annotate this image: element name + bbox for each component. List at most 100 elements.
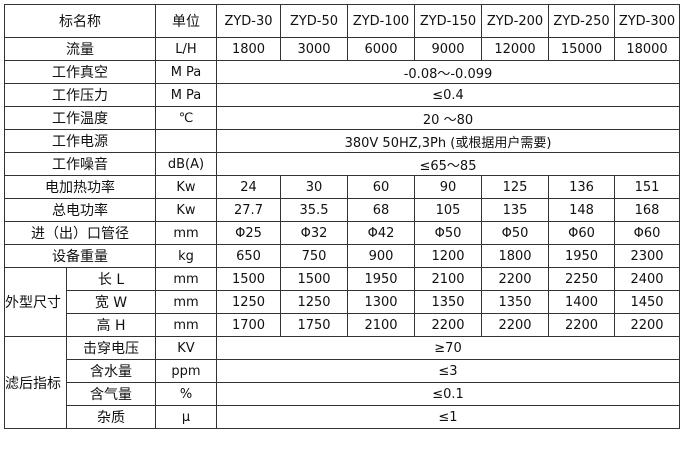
row-span-value: ≤0.4 [216, 83, 680, 107]
row-unit: dB(A) [155, 152, 217, 176]
row-value: 2250 [548, 267, 615, 291]
row-value: 136 [548, 175, 615, 199]
row-span-value: -0.08～-0.099 [216, 60, 680, 84]
header-row: 标名称 单位 ZYD-30 ZYD-50 ZYD-100 ZYD-150 ZYD-200 ZY… [4, 4, 680, 38]
row-value: 1350 [481, 290, 549, 314]
row-value: Φ50 [481, 221, 549, 245]
row-value: 1400 [548, 290, 615, 314]
row-value: 90 [414, 175, 482, 199]
row-value: 18000 [614, 37, 680, 61]
row-name: 流量 [4, 37, 156, 61]
row-value: 135 [481, 198, 549, 222]
row-name: 设备重量 [4, 244, 156, 268]
table-row: 工作电源 380V 50HZ,3Ph (或根据用户需要) [4, 129, 680, 153]
table-row: 进（出）口管径 mm Φ25 Φ32 Φ42 Φ50 Φ50 Φ60 Φ60 [4, 221, 680, 245]
table-row: 滤后指标 击穿电压 KV ≥70 [4, 336, 680, 429]
row-value: 900 [347, 244, 415, 268]
row-name: 工作真空 [4, 60, 156, 84]
row-value: Φ32 [280, 221, 348, 245]
row-unit: kg [155, 244, 217, 268]
row-unit: mm [155, 221, 217, 245]
row-value: 1250 [216, 290, 281, 314]
table-row: 总电功率 Kw 27.7 35.5 68 105 135 148 168 [4, 198, 680, 222]
row-value: 2200 [481, 313, 549, 337]
row-value: 2100 [347, 313, 415, 337]
model-header: ZYD-300 [614, 4, 680, 38]
row-value: 1800 [216, 37, 281, 61]
table-row: 流量 L/H 1800 3000 6000 9000 12000 15000 18000 [4, 37, 680, 61]
row-name: 总电功率 [4, 198, 156, 222]
row-value: 151 [614, 175, 680, 199]
row-unit: μ [155, 405, 217, 429]
row-value: 2400 [614, 267, 680, 291]
row-unit: mm [155, 290, 217, 314]
row-value: 1500 [280, 267, 348, 291]
table-row: 含气量% ≤0.1 [5, 382, 680, 406]
row-span-value: ≤3 [216, 359, 680, 383]
row-unit [155, 129, 217, 153]
table-row: 含水量 ppm ≤3 [5, 359, 680, 383]
row-value: 1200 [414, 244, 482, 268]
row-value: 2200 [548, 313, 615, 337]
dimensions-group-label: 外型尺寸 [4, 267, 67, 337]
row-unit: Kw [155, 175, 217, 199]
row-name: 宽 W [66, 290, 156, 314]
row-value: 1700 [216, 313, 281, 337]
table-row: 工作压力 M Pa ≤0.4 [4, 83, 680, 107]
row-unit: L/H [155, 37, 217, 61]
row-value: 1750 [280, 313, 348, 337]
row-name: 工作电源 [4, 129, 156, 153]
table-row: 电加热功率 Kw 24 30 60 90 125 136 151 [4, 175, 680, 199]
row-unit: KV [155, 336, 217, 360]
row-value: 1800 [481, 244, 549, 268]
row-unit: ppm [155, 359, 217, 383]
row-name: 进（出）口管径 [4, 221, 156, 245]
row-value: 2200 [481, 267, 549, 291]
model-header: ZYD-250 [548, 4, 615, 38]
row-value: 6000 [347, 37, 415, 61]
table-row: 杂质 μ ≤1 [5, 405, 680, 429]
row-value: Φ60 [548, 221, 615, 245]
row-value: 750 [280, 244, 348, 268]
table-row: 工作真空 M Pa -0.08～-0.099 [4, 60, 680, 84]
row-unit: ℃ [155, 106, 217, 130]
row-name: 工作温度 [4, 106, 156, 130]
model-header: ZYD-100 [347, 4, 415, 38]
row-span-value: 380V 50HZ,3Ph (或根据用户需要) [216, 129, 680, 153]
row-name: 工作噪音 [4, 152, 156, 176]
row-name: 高 H [66, 313, 156, 337]
model-header: ZYD-200 [481, 4, 549, 38]
row-span-value: ≤1 [216, 405, 680, 429]
row-unit: M Pa [155, 60, 217, 84]
row-name: 含气量 [66, 382, 156, 406]
row-value: 15000 [548, 37, 615, 61]
row-value: 148 [548, 198, 615, 222]
row-name: 杂质 [66, 405, 156, 429]
row-value: 1950 [347, 267, 415, 291]
row-value: 2200 [414, 313, 482, 337]
row-value: 30 [280, 175, 348, 199]
row-name: 电加热功率 [4, 175, 156, 199]
row-unit: M Pa [155, 83, 217, 107]
row-value: 2200 [614, 313, 680, 337]
row-value: 12000 [481, 37, 549, 61]
row-value: Φ42 [347, 221, 415, 245]
row-value: 68 [347, 198, 415, 222]
table-row: 工作噪音 dB(A) ≤65～85 [4, 152, 680, 176]
row-value: 27.7 [216, 198, 281, 222]
filtered-group-label: 滤后指标 [4, 336, 67, 429]
row-unit: mm [155, 313, 217, 337]
row-value: 1500 [216, 267, 281, 291]
row-value: 125 [481, 175, 549, 199]
row-value: 168 [614, 198, 680, 222]
row-value: 2300 [614, 244, 680, 268]
row-value: 3000 [280, 37, 348, 61]
model-header: ZYD-50 [280, 4, 348, 38]
row-value: Φ60 [614, 221, 680, 245]
row-value: 24 [216, 175, 281, 199]
row-value: 35.5 [280, 198, 348, 222]
row-value: 1250 [280, 290, 348, 314]
